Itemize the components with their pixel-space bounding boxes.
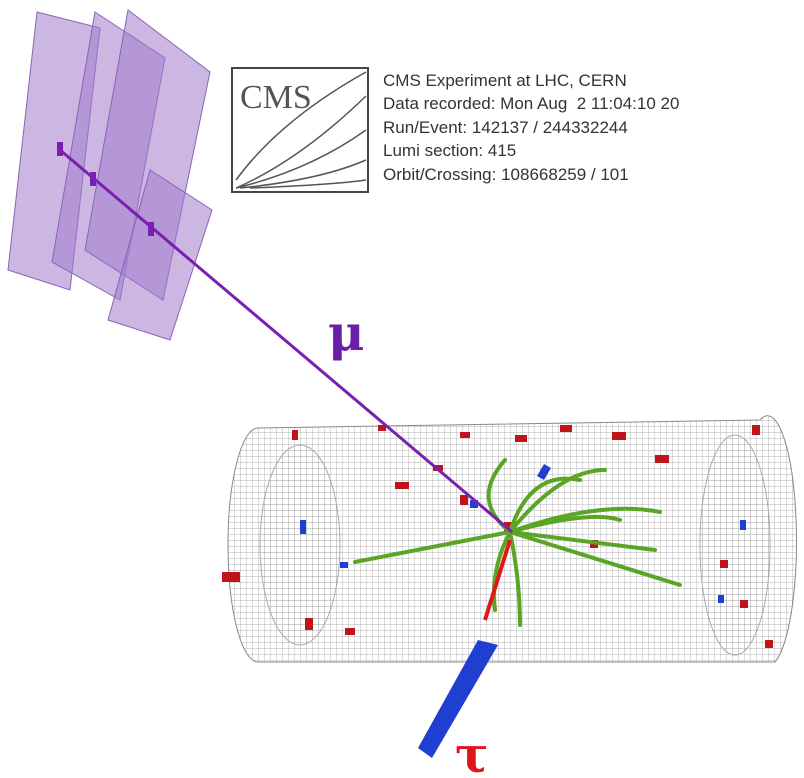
hit <box>765 640 773 648</box>
hit <box>718 595 724 603</box>
muon-label: μ <box>328 303 365 362</box>
hit <box>292 430 298 440</box>
info-line: Data recorded: Mon Aug 2 11:04:10 20 <box>383 94 679 113</box>
segment <box>148 222 154 236</box>
cms-logo: CMS <box>232 68 368 192</box>
segment <box>57 142 63 156</box>
hit <box>345 628 355 635</box>
endcap <box>700 435 770 655</box>
segment <box>90 172 96 186</box>
hit <box>740 600 748 608</box>
info-line: CMS Experiment at LHC, CERN <box>383 71 627 90</box>
muon-chambers <box>8 10 212 340</box>
hit <box>460 432 470 438</box>
info-line: Lumi section: 415 <box>383 141 516 160</box>
tau-label: τ <box>455 725 489 778</box>
hit <box>300 520 306 534</box>
hit <box>305 618 313 630</box>
info-line: Orbit/Crossing: 108668259 / 101 <box>383 165 629 184</box>
hit <box>460 495 468 505</box>
logo-text: CMS <box>240 79 312 116</box>
event-info: CMS Experiment at LHC, CERN Data recorde… <box>383 71 679 184</box>
hit <box>720 560 728 568</box>
hit <box>655 455 669 463</box>
info-line: Run/Event: 142137 / 244332244 <box>383 118 628 137</box>
hit <box>612 432 626 440</box>
hit <box>740 520 746 530</box>
hit <box>752 425 760 435</box>
event-display: CMS CMS Experiment at LHC, CERN Data rec… <box>0 0 804 778</box>
hit <box>340 562 348 568</box>
hit <box>515 435 527 442</box>
hit <box>560 425 572 432</box>
hit <box>222 572 240 582</box>
page: CMS CMS Experiment at LHC, CERN Data rec… <box>0 0 804 778</box>
hit <box>395 482 409 489</box>
endcap <box>260 445 340 645</box>
